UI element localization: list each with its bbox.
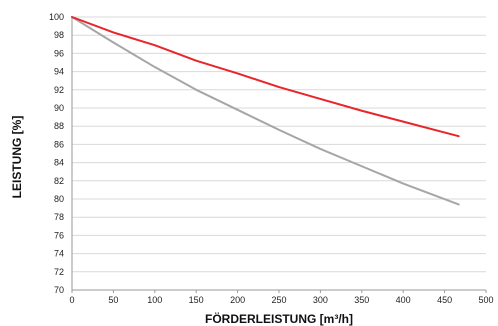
x-tick-label: 250 bbox=[271, 295, 286, 305]
x-tick-label: 0 bbox=[69, 295, 74, 305]
y-tick-label: 90 bbox=[54, 103, 64, 113]
x-tick-label: 350 bbox=[354, 295, 369, 305]
x-tick-label: 50 bbox=[108, 295, 118, 305]
y-tick-label: 72 bbox=[54, 267, 64, 277]
series-line-red bbox=[71, 16, 460, 138]
y-tick-label: 100 bbox=[49, 12, 64, 22]
y-tick-label: 76 bbox=[54, 230, 64, 240]
y-tick-label: 94 bbox=[54, 67, 64, 77]
y-tick-label: 82 bbox=[54, 176, 64, 186]
x-axis-title: FÖRDERLEISTUNG [m³/h] bbox=[205, 311, 353, 326]
x-tick-label: 100 bbox=[147, 295, 162, 305]
y-tick-label: 78 bbox=[54, 212, 64, 222]
axes-layer bbox=[71, 17, 487, 293]
y-tick-label: 84 bbox=[54, 158, 64, 168]
grid-layer bbox=[72, 16, 486, 273]
y-axis-title: LEISTUNG [%] bbox=[10, 116, 24, 199]
y-tick-label: 86 bbox=[54, 139, 64, 149]
y-tick-label: 98 bbox=[54, 30, 64, 40]
y-tick-label: 96 bbox=[54, 48, 64, 58]
y-tick-label: 92 bbox=[54, 85, 64, 95]
x-tick-label: 200 bbox=[230, 295, 245, 305]
x-tick-label: 150 bbox=[189, 295, 204, 305]
ticks-layer: 70 72 74 76 78 80 82 84 86 88 90 92 94 96 98 100 0 50 100 1… bbox=[49, 12, 494, 305]
y-tick-label: 70 bbox=[54, 285, 64, 295]
x-tick-label: 500 bbox=[478, 295, 493, 305]
x-tick-label: 450 bbox=[437, 295, 452, 305]
series-layer bbox=[71, 16, 460, 206]
y-tick-label: 74 bbox=[54, 249, 64, 259]
series-line-grey bbox=[71, 16, 460, 206]
y-tick-label: 88 bbox=[54, 121, 64, 131]
x-tick-label: 300 bbox=[313, 295, 328, 305]
x-tick-label: 400 bbox=[396, 295, 411, 305]
y-tick-label: 80 bbox=[54, 194, 64, 204]
